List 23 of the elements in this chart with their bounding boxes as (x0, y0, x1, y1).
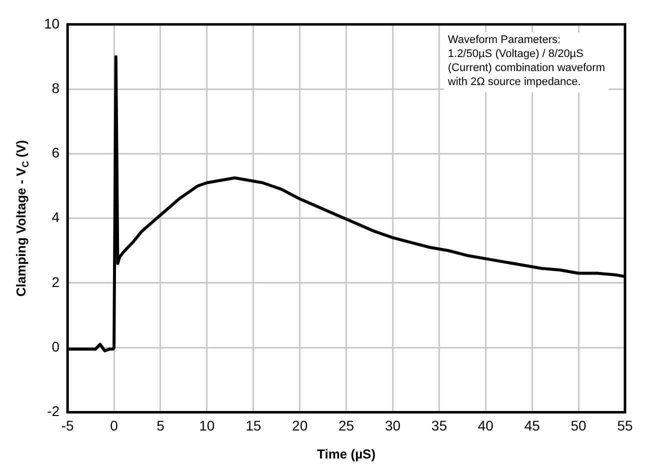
annotation: Waveform Parameters: 1.2/50µS (Voltage) / 8/20µS (Current) combination waveform with 2Ω source impedance. (446, 34, 606, 88)
x-tick-label: 15 (246, 417, 262, 434)
x-axis-title: Time (µS) (317, 446, 376, 462)
x-tick-label: 10 (199, 417, 215, 434)
y-tick-label: 8 (52, 80, 60, 96)
y-tick-label: 6 (52, 144, 60, 161)
x-tick-label: 45 (524, 417, 540, 434)
x-tick-label: 55 (617, 417, 633, 434)
y-tick-label: 0 (52, 338, 60, 354)
x-tick-label: 20 (292, 417, 308, 434)
x-tick-label: -5 (61, 417, 74, 434)
x-tick-label: 25 (338, 417, 354, 434)
y-tick-label: 2 (52, 274, 60, 290)
y-axis-title: Clamping Voltage - VC (V) (14, 140, 30, 297)
x-tick-label: 35 (431, 417, 448, 434)
x-tick-label: 0 (110, 417, 118, 434)
x-tick-label: 30 (384, 417, 401, 434)
y-tick-label: -2 (47, 403, 60, 420)
x-tick-label: 5 (156, 417, 165, 434)
x-tick-label: 50 (570, 417, 587, 434)
y-tick-label: 4 (52, 209, 60, 226)
y-tick-label: 10 (44, 15, 60, 32)
x-tick-label: 40 (478, 417, 494, 434)
